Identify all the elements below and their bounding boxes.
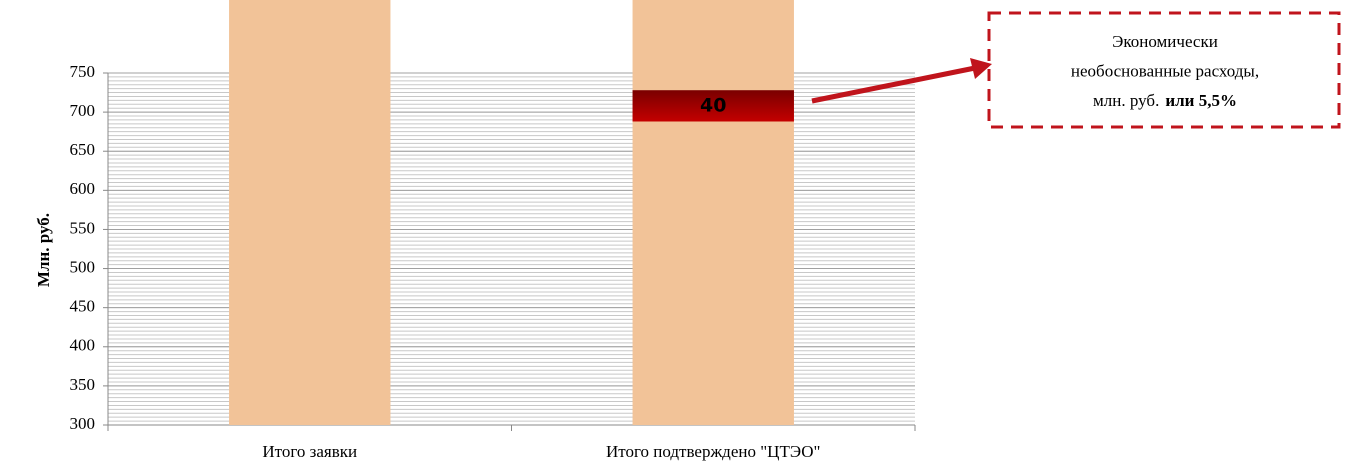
annotation-text: млн. руб. или 5,5% [1093, 91, 1237, 110]
y-tick-label: 650 [70, 140, 96, 159]
y-tick-label: 750 [70, 62, 96, 81]
value-label: 40 [700, 94, 726, 116]
y-tick-label: 700 [70, 101, 96, 120]
annotation-arrow [811, 65, 976, 104]
y-tick-label: 500 [70, 257, 96, 276]
y-tick-label: 450 [70, 297, 96, 316]
bar-segment [632, 90, 794, 122]
y-tick-label: 550 [70, 218, 96, 237]
bar-segment [632, 0, 794, 425]
y-axis-label: Млн. руб. [34, 213, 53, 287]
x-tick-label: Итого подтверждено "ЦТЭО" [606, 442, 820, 461]
annotation-text: Экономически [1112, 32, 1218, 51]
y-tick-label: 350 [70, 375, 96, 394]
annotation-text: необоснованные расходы, [1071, 61, 1259, 80]
y-tick-label: 400 [70, 336, 96, 355]
bar-segment [229, 0, 391, 425]
y-tick-label: 600 [70, 179, 96, 198]
annotation-line: Экономически [1112, 32, 1218, 51]
annotation-arrowhead [970, 58, 992, 79]
annotation-box [987, 11, 1341, 129]
annotation-line: необоснованные расходы, [1071, 61, 1259, 80]
annotation-bold: или 5,5% [1165, 91, 1237, 110]
y-tick-label: 300 [70, 414, 96, 433]
x-tick-label: Итого заявки [262, 442, 357, 461]
annotation-line: млн. руб. [1093, 91, 1159, 110]
